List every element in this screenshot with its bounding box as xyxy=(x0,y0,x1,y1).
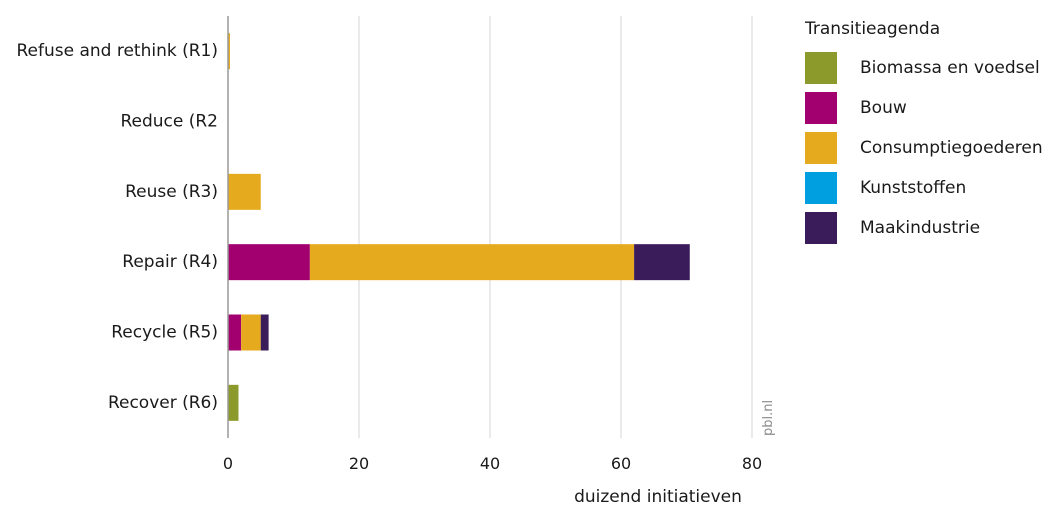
bar-segment xyxy=(228,33,230,70)
legend-label: Bouw xyxy=(860,98,907,118)
legend: Transitieagenda Biomassa en voedsel Bouw C… xyxy=(805,18,1043,252)
bar-segment xyxy=(241,314,261,351)
x-tick-label: 80 xyxy=(742,454,762,473)
x-tick-label: 60 xyxy=(611,454,631,473)
x-tick-label: 40 xyxy=(480,454,500,473)
legend-swatch xyxy=(805,132,837,164)
bars xyxy=(228,33,690,421)
legend-title: Transitieagenda xyxy=(805,19,941,39)
legend-item: Biomassa en voedsel xyxy=(805,52,1043,84)
bar-segment xyxy=(634,244,690,281)
category-label: Repair (R4) xyxy=(122,252,218,272)
bar-segment xyxy=(228,244,310,281)
bar-segment xyxy=(228,384,239,421)
x-tick-label: 0 xyxy=(223,454,233,473)
bar-segment xyxy=(228,173,261,210)
legend-item: Kunststoffen xyxy=(805,172,1043,204)
legend-swatch xyxy=(805,172,837,204)
legend-swatch xyxy=(805,212,837,244)
legend-item: Maakindustrie xyxy=(805,212,1043,244)
legend-item: Consumptiegoederen xyxy=(805,132,1043,164)
x-tick-labels: 0 20 40 60 80 xyxy=(223,454,762,473)
legend-label: Biomassa en voedsel xyxy=(860,58,1040,78)
category-label: Refuse and rethink (R1) xyxy=(16,41,218,61)
bar-segment xyxy=(260,314,269,351)
bar-segment xyxy=(309,244,635,281)
watermark: pbl.nl xyxy=(761,400,776,436)
x-tick-label: 20 xyxy=(349,454,369,473)
category-label: Recycle (R5) xyxy=(111,323,218,343)
grid-lines xyxy=(358,16,753,438)
category-label: Reuse (R3) xyxy=(125,182,218,202)
category-label: Recover (R6) xyxy=(108,393,218,413)
category-label: Reduce (R2 xyxy=(120,112,218,132)
legend-label: Kunststoffen xyxy=(860,178,967,198)
bar-segment xyxy=(228,314,242,351)
legend-label: Consumptiegoederen xyxy=(860,138,1043,158)
legend-swatch xyxy=(805,92,837,124)
legend-item: Bouw xyxy=(805,92,1043,124)
category-labels: Refuse and rethink (R1) Reduce (R2 Reuse (… xyxy=(16,41,218,413)
legend-label: Maakindustrie xyxy=(860,218,981,238)
legend-items: Biomassa en voedsel Bouw Consumptiegoedere… xyxy=(805,52,1043,244)
x-axis-title: duizend initiatieven xyxy=(574,487,742,507)
legend-swatch xyxy=(805,52,837,84)
